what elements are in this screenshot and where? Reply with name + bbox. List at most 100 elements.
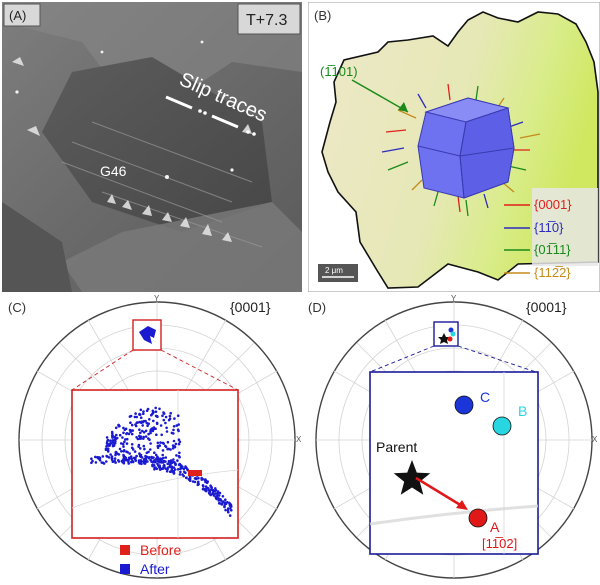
scatter-point — [197, 480, 200, 484]
scatter-point — [160, 433, 163, 437]
scatter-point — [180, 466, 184, 469]
scatter-point — [228, 514, 232, 517]
reorientation-arrow — [415, 476, 463, 508]
scatter-point — [170, 468, 174, 472]
scatter-point — [176, 468, 180, 471]
scatter-point — [203, 478, 206, 481]
scatter-point — [98, 458, 102, 462]
scatter-point — [164, 460, 167, 463]
scatter-point — [150, 460, 153, 463]
scatter-point — [209, 488, 213, 492]
scatter-point — [147, 450, 150, 454]
scatter-point — [117, 459, 120, 462]
scatter-point — [139, 416, 143, 419]
scatter-point — [113, 459, 116, 463]
scatter-point — [155, 457, 158, 460]
scatter-point — [105, 445, 108, 448]
scatter-point — [138, 454, 142, 458]
scatter-point — [145, 409, 149, 412]
scatter-point — [148, 438, 151, 441]
scatter-point — [121, 442, 125, 446]
scatter-point — [184, 471, 187, 475]
scatter-point — [210, 485, 213, 489]
scatter-point — [161, 460, 165, 464]
scatter-point — [130, 460, 133, 464]
scatter-point — [202, 487, 205, 491]
scatter-point — [105, 436, 109, 439]
scatter-point — [127, 432, 131, 436]
scatter-point — [124, 438, 127, 441]
scatter-point — [161, 453, 164, 457]
scatter-point — [94, 455, 97, 459]
scatter-point — [178, 440, 182, 444]
scatter-point — [211, 492, 214, 495]
scatter-point — [114, 426, 118, 430]
scatter-point — [134, 423, 137, 426]
scatter-point — [170, 461, 174, 465]
legend-1122: {112̅2} — [534, 265, 571, 280]
scatter-point — [152, 419, 155, 423]
hcp-crystal — [417, 97, 515, 199]
scatter-point — [133, 450, 137, 453]
panel-label: (C) — [8, 300, 26, 315]
scatter-point — [125, 450, 128, 453]
scatter-point — [149, 442, 152, 445]
scatter-point — [129, 421, 132, 424]
scatter-point — [176, 459, 179, 462]
scatter-point — [154, 453, 158, 457]
scatter-point — [122, 455, 126, 459]
scatter-point — [218, 491, 222, 495]
scatter-point — [179, 470, 182, 474]
scatter-point — [227, 510, 230, 514]
scatter-point — [164, 421, 167, 425]
scatter-point — [151, 429, 155, 433]
scatter-point — [144, 460, 147, 464]
scatter-point — [106, 449, 110, 452]
scatter-point — [130, 423, 134, 427]
scatter-point — [193, 477, 197, 480]
scatter-point — [122, 457, 125, 461]
panel-c-pole-figure: Y X {0001} (C) Before After — [2, 292, 302, 585]
scatter-point — [104, 447, 108, 451]
scatter-point — [122, 431, 125, 435]
scatter-point — [172, 428, 175, 432]
scatter-point — [215, 497, 218, 500]
scatter-point — [97, 456, 100, 460]
scatter-point — [139, 408, 143, 412]
scatter-point — [128, 428, 132, 432]
scatter-point — [140, 460, 143, 463]
scatter-point — [144, 454, 147, 458]
scatter-point — [151, 412, 154, 416]
scatter-point — [127, 462, 130, 465]
scatter-point — [143, 447, 146, 451]
variant-c-label: C — [480, 389, 490, 405]
scatter-point — [138, 428, 141, 431]
scatter-point — [224, 501, 227, 504]
scatter-point — [172, 458, 175, 461]
scatter-point — [111, 444, 115, 448]
scatter-point — [144, 435, 148, 438]
scatter-point — [130, 446, 134, 450]
scatter-point — [164, 467, 167, 470]
scatter-point — [158, 444, 161, 447]
legend-before-swatch — [120, 545, 130, 555]
scatter-point — [168, 414, 172, 418]
scatter-point — [142, 431, 146, 434]
scatter-point — [204, 485, 208, 488]
scatter-point — [166, 462, 169, 466]
scatter-point — [90, 457, 93, 460]
scatter-point — [154, 410, 158, 413]
zoom-box — [71, 389, 239, 539]
scatter-point — [144, 419, 147, 423]
scatter-point — [151, 409, 155, 413]
scatter-point — [174, 442, 178, 446]
scatter-point — [178, 473, 182, 476]
scatter-point — [197, 482, 200, 486]
scatter-point — [173, 461, 176, 464]
scatter-point — [118, 447, 122, 451]
scatter-point — [155, 433, 158, 436]
scatter-point — [187, 478, 191, 481]
legend-0111: {01̅11} — [534, 242, 571, 257]
variant-c-point — [454, 395, 474, 415]
axis-y-label: Y — [154, 294, 160, 303]
